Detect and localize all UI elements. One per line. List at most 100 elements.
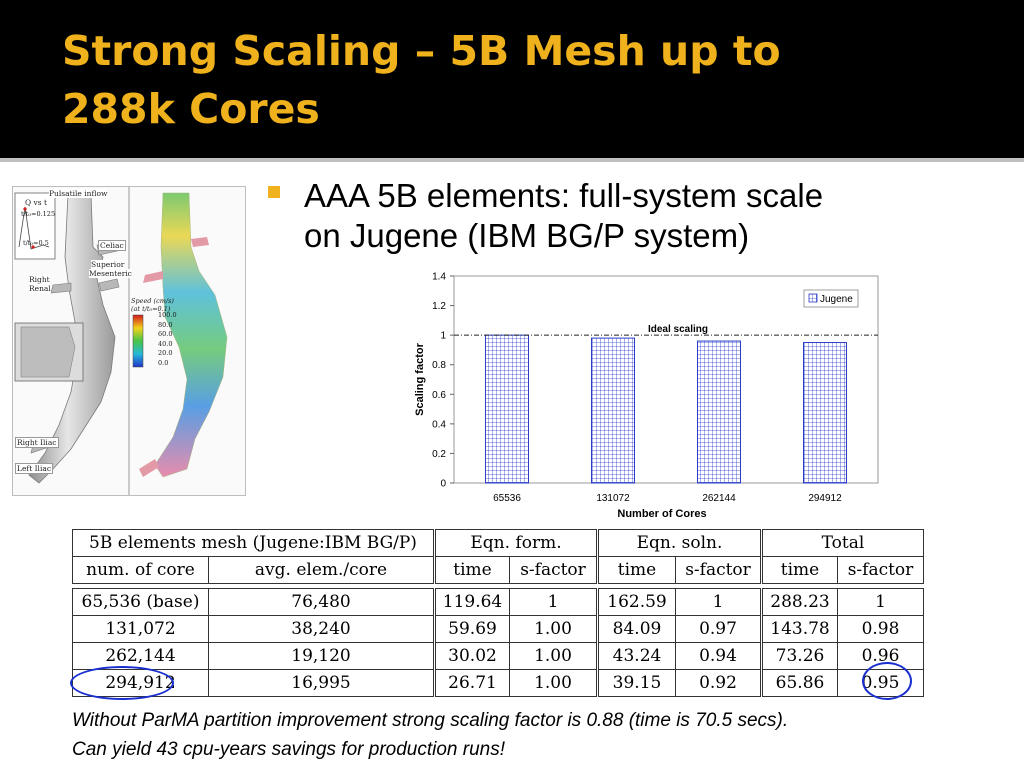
table-cell: 0.94	[675, 642, 762, 670]
y-axis-label: Scaling factor	[414, 342, 426, 415]
slide-title-line-2: 288k Cores	[62, 85, 320, 133]
figure-label-renal: Renal	[29, 284, 51, 293]
figure-label-celiac: Celiac	[98, 240, 126, 251]
table-cell: 1	[509, 588, 598, 616]
y-tick-label: 1	[440, 331, 446, 342]
highlight-circle-sfactor	[862, 662, 912, 700]
legend-swatch	[808, 293, 818, 303]
figure-label-t2: t/t₀=0.5	[23, 239, 49, 247]
table-row: 65,536 (base) 76,480 119.64 1 162.59 1 2…	[72, 588, 924, 616]
bar	[697, 340, 741, 484]
table-cell: 65,536 (base)	[72, 588, 209, 616]
table-cell: 1.00	[509, 615, 598, 643]
table-cell: 1	[675, 588, 762, 616]
table-cell: 30.02	[433, 642, 510, 670]
figure-label-right-iliac: Right Iliac	[15, 437, 59, 448]
aneurysm-figure: Pulsatile inflow Q vs t t/t₀=0.125 t/t₀=…	[12, 186, 246, 496]
table-cell: 59.69	[433, 615, 510, 643]
table-cell: 119.64	[433, 588, 510, 616]
bullet-text: AAA 5B elements: full-system scale on Ju…	[304, 176, 1004, 256]
bullet-line-2: on Jugene (IBM BG/P system)	[304, 217, 750, 254]
table-cell: 0.98	[837, 615, 924, 643]
bar	[803, 342, 847, 484]
y-tick-label: 0.8	[432, 360, 446, 371]
x-tick-label: 131072	[596, 493, 630, 504]
y-tick-label: 1.2	[432, 301, 446, 312]
table-cell: 288.23	[760, 588, 838, 616]
bar	[591, 337, 635, 484]
y-tick-label: 0.2	[432, 449, 446, 460]
sub-header-cell: avg. elem./core	[208, 556, 435, 584]
y-tick-label: 0.4	[432, 419, 446, 430]
colorbar-tick-label: 0.0	[158, 359, 169, 367]
y-tick-label: 1.4	[432, 272, 446, 283]
group-header-mesh: 5B elements mesh (Jugene:IBM BG/P)	[72, 529, 435, 557]
table-cell: 16,995	[208, 669, 435, 697]
figure-label-mesenteric: Mesenteric	[89, 269, 132, 278]
table-cell: 39.15	[596, 669, 676, 697]
figure-label-pulsatile: Pulsatile inflow	[49, 189, 108, 198]
table-row: 294,912 16,995 26.71 1.00 39.15 0.92 65.…	[72, 669, 924, 697]
y-tick-label: 0	[440, 479, 446, 490]
table-group-header-row: 5B elements mesh (Jugene:IBM BG/P) Eqn. …	[72, 529, 924, 557]
figure-label-right: Right	[29, 275, 50, 284]
colorbar-tick-label: 40.0	[158, 339, 173, 348]
sub-header-cell: time	[433, 556, 510, 584]
group-header-eqn-form: Eqn. form.	[433, 529, 598, 557]
colorbar-tick-label: 100.0	[158, 311, 177, 319]
table-cell: 262,144	[72, 642, 209, 670]
sub-header-cell: time	[596, 556, 676, 584]
colorbar-tick-label: 80.0	[158, 320, 173, 329]
table-cell: 1.00	[509, 669, 598, 697]
table-cell: 76,480	[208, 588, 435, 616]
slide-title-line-1: Strong Scaling – 5B Mesh up to	[62, 27, 781, 75]
colorbar-tick-label: 20.0	[158, 349, 173, 358]
y-tick-label: 0.6	[432, 390, 446, 401]
x-axis-label: Number of Cores	[617, 508, 706, 520]
colorbar-tick-label: 60.0	[158, 330, 173, 339]
table-cell: 43.24	[596, 642, 676, 670]
figure-label-left-iliac: Left Iliac	[15, 463, 54, 474]
figure-label-q-vs-t: Q vs t	[25, 198, 48, 207]
x-tick-label: 294912	[808, 493, 842, 504]
title-bar: Strong Scaling – 5B Mesh up to 288k Core…	[0, 0, 1024, 158]
footnote-line-2: Can yield 43 cpu-years savings for produ…	[72, 739, 506, 760]
colorbar-title-2: (at t/t₀=0.1)	[131, 305, 171, 313]
highlight-circle-cores	[70, 666, 174, 700]
table-cell: 65.86	[760, 669, 838, 697]
table-cell: 143.78	[760, 615, 838, 643]
table-cell: 1	[837, 588, 924, 616]
table-row: 131,072 38,240 59.69 1.00 84.09 0.97 143…	[72, 615, 924, 643]
scaling-chart: 0 0.2 0.4 0.6 0.8 1 1.2 1.4 65536 131072 262144 294…	[414, 272, 879, 520]
legend-label: Jugene	[820, 294, 853, 305]
sub-header-cell: s-factor	[837, 556, 924, 584]
table-cell: 84.09	[596, 615, 676, 643]
sub-header-cell: s-factor	[509, 556, 598, 584]
sub-header-cell: num. of core	[72, 556, 209, 584]
group-header-total: Total	[760, 529, 924, 557]
bullet-marker	[268, 186, 280, 198]
table-cell: 162.59	[596, 588, 676, 616]
group-header-eqn-soln: Eqn. soln.	[596, 529, 762, 557]
table-cell: 1.00	[509, 642, 598, 670]
title-divider	[0, 158, 1024, 162]
scaling-table: 5B elements mesh (Jugene:IBM BG/P) Eqn. …	[72, 529, 924, 697]
bullet-line-1: AAA 5B elements: full-system scale	[304, 177, 824, 214]
table-cell: 38,240	[208, 615, 435, 643]
figure-label-t1: t/t₀=0.125	[21, 210, 56, 218]
table-cell: 73.26	[760, 642, 838, 670]
aneurysm-illustration	[14, 187, 228, 495]
table-cell: 0.97	[675, 615, 762, 643]
table-sub-header-row: num. of core avg. elem./core time s-fact…	[72, 556, 924, 584]
figure-label-superior: Superior	[91, 260, 125, 269]
ideal-scaling-label: Ideal scaling	[648, 324, 708, 335]
footnote-line-1: Without ParMA partition improvement stro…	[72, 710, 789, 731]
x-tick-label: 65536	[493, 493, 521, 504]
slide-title: Strong Scaling – 5B Mesh up to 288k Core…	[62, 22, 962, 138]
table-cell: 19,120	[208, 642, 435, 670]
colorbar-title-1: Speed (cm/s)	[131, 297, 174, 305]
table-row: 262,144 19,120 30.02 1.00 43.24 0.94 73.…	[72, 642, 924, 670]
sub-header-cell: time	[760, 556, 838, 584]
sub-header-cell: s-factor	[675, 556, 762, 584]
table-cell: 26.71	[433, 669, 510, 697]
